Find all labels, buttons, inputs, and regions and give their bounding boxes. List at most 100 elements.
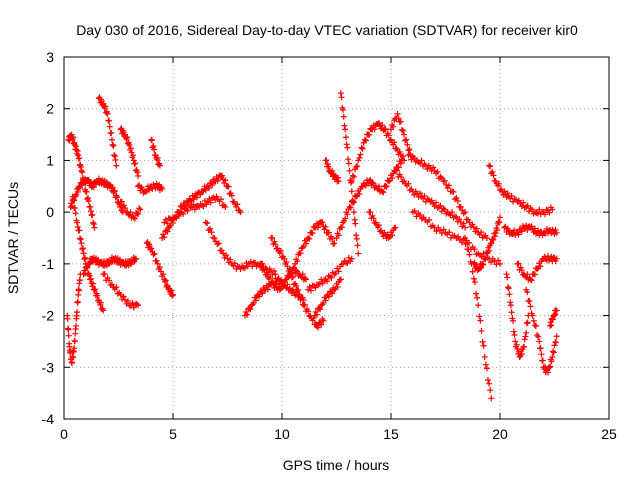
data-point: [78, 240, 85, 247]
series-arc-34: [501, 222, 560, 239]
data-point: [319, 219, 326, 226]
data-point: [334, 174, 341, 181]
data-point: [355, 250, 362, 257]
data-point: [120, 202, 127, 209]
data-point: [329, 167, 336, 174]
data-point: [485, 377, 492, 384]
data-point: [399, 153, 406, 160]
data-point: [80, 250, 87, 257]
data-point: [328, 289, 335, 296]
data-point: [130, 304, 137, 311]
data-point: [449, 209, 456, 216]
data-point: [325, 163, 332, 170]
data-point: [305, 308, 312, 315]
data-point: [205, 185, 212, 192]
data-point: [495, 257, 502, 264]
data-point: [391, 139, 398, 146]
series-arc-01: [65, 131, 98, 231]
data-point: [289, 274, 296, 281]
data-marks: [64, 90, 560, 402]
data-point: [504, 284, 511, 291]
data-point: [395, 164, 402, 171]
series-arc-03: [67, 175, 126, 216]
data-point: [385, 235, 392, 241]
data-point: [209, 182, 216, 189]
data-point: [234, 201, 241, 208]
data-point: [495, 180, 502, 187]
data-point: [193, 194, 200, 201]
data-point: [510, 328, 517, 335]
data-point: [446, 229, 453, 236]
data-point: [324, 278, 331, 285]
data-point: [342, 215, 349, 222]
data-point: [310, 315, 317, 322]
data-point: [413, 213, 420, 220]
data-point: [552, 339, 559, 346]
data-point: [122, 296, 129, 303]
data-point: [395, 115, 402, 122]
data-point: [532, 323, 539, 330]
data-point: [512, 338, 519, 345]
x-tick-label: 0: [60, 426, 68, 442]
series-arc-16: [241, 275, 307, 319]
data-point: [553, 333, 560, 340]
data-point: [81, 255, 88, 262]
data-point: [74, 219, 81, 226]
data-point: [309, 230, 316, 237]
data-point: [175, 213, 182, 220]
data-point: [156, 264, 163, 271]
data-point: [302, 276, 309, 283]
data-point: [342, 134, 349, 141]
data-point: [164, 282, 171, 289]
data-point: [390, 123, 397, 130]
data-point: [92, 286, 99, 293]
data-point: [70, 196, 77, 203]
data-point: [191, 206, 198, 213]
data-point: [494, 227, 501, 234]
data-point: [524, 227, 531, 234]
data-point: [518, 228, 525, 235]
data-point: [465, 246, 472, 253]
data-point: [483, 235, 490, 241]
data-point: [150, 251, 157, 258]
data-point: [334, 283, 341, 290]
data-point: [393, 167, 400, 174]
data-point: [369, 179, 376, 186]
data-point: [164, 220, 171, 227]
data-point: [487, 387, 494, 394]
data-point: [510, 317, 517, 324]
data-point: [385, 178, 392, 185]
series-arc-26: [366, 208, 399, 242]
data-point: [531, 225, 538, 232]
data-point: [67, 203, 74, 210]
data-point: [478, 327, 485, 334]
data-point: [316, 280, 323, 287]
data-point: [106, 123, 113, 130]
data-point: [453, 194, 460, 201]
data-point: [113, 284, 120, 291]
data-point: [549, 353, 556, 360]
data-point: [283, 276, 290, 283]
data-point: [87, 275, 94, 282]
data-point: [482, 255, 489, 262]
data-point: [520, 199, 527, 206]
data-point: [87, 208, 94, 215]
data-point: [110, 143, 117, 150]
data-point: [227, 256, 234, 263]
data-point: [404, 141, 411, 148]
data-point: [280, 283, 287, 290]
data-point: [542, 211, 549, 218]
data-point: [340, 106, 347, 113]
data-point: [335, 232, 342, 239]
data-point: [492, 178, 499, 185]
data-point: [222, 203, 229, 210]
data-point: [372, 219, 379, 226]
data-point: [337, 276, 344, 283]
data-point: [272, 241, 279, 248]
data-point: [515, 197, 522, 204]
data-point: [132, 255, 139, 262]
series-arc-12: [143, 239, 176, 299]
data-point: [382, 182, 389, 189]
data-point: [376, 119, 383, 126]
